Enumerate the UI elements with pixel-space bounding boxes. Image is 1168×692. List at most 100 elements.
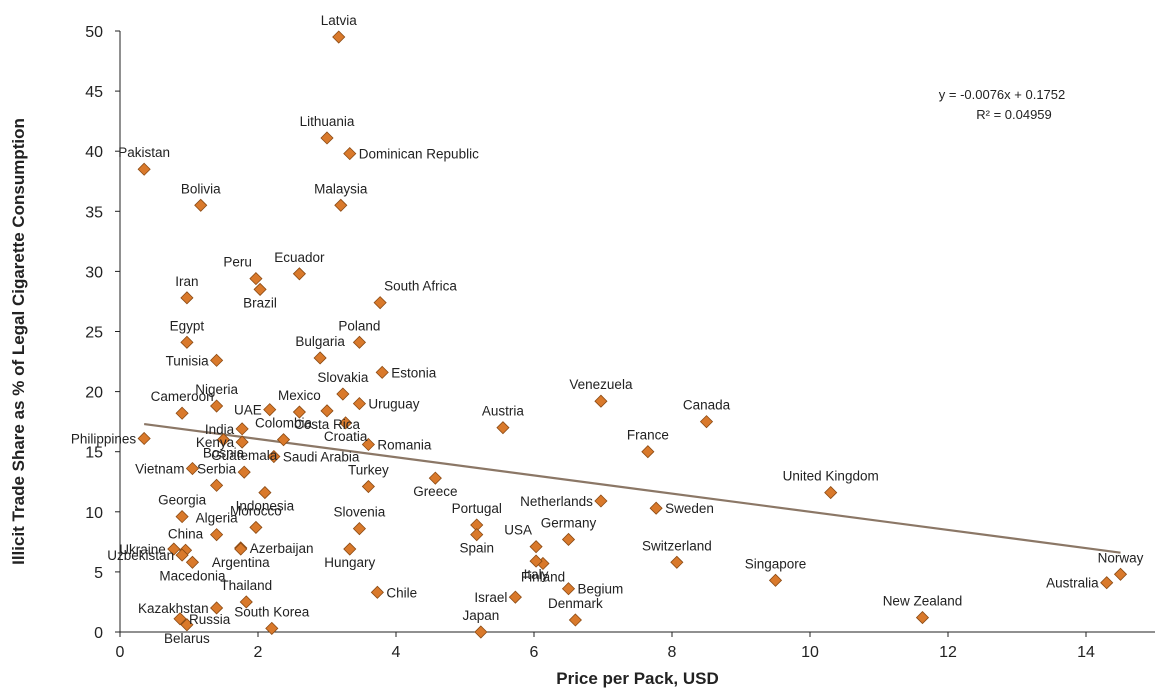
point-sweden	[649, 501, 663, 515]
label-kenya: Kenya	[196, 435, 235, 450]
axes: 0 5 10 15 20 25 30 35 40 45 50 0 2 4 6 8 10 12 14	[85, 24, 1155, 661]
point-chile	[370, 585, 384, 599]
point-poland	[352, 335, 366, 349]
label-vietnam: Vietnam	[135, 462, 184, 477]
label-chile: Chile	[386, 585, 417, 600]
point-argentina	[234, 542, 248, 556]
point-iran	[180, 291, 194, 305]
label-japan: Japan	[462, 608, 499, 623]
y-tick-label: 20	[85, 385, 103, 402]
label-kazakhstan: Kazakhstan	[138, 601, 209, 616]
point-morocco	[249, 520, 263, 534]
y-tick-label: 10	[85, 505, 103, 522]
point-kazakhstan	[210, 601, 224, 615]
point-india	[235, 422, 249, 436]
label-greece: Greece	[413, 484, 457, 499]
x-tick-label: 4	[392, 644, 401, 661]
point-germany	[561, 532, 576, 547]
point-brazil	[253, 282, 267, 296]
label-denmark: Denmark	[548, 596, 603, 611]
label-uzbekistan: Uzbekistan	[107, 548, 174, 563]
point-thailand	[239, 595, 253, 609]
point-norway	[1113, 567, 1128, 581]
point-latvia	[332, 30, 346, 44]
label-dominican-republic: Dominican Republic	[359, 147, 479, 162]
label-south-africa: South Africa	[384, 279, 457, 294]
label-philippines: Philippines	[71, 431, 137, 446]
x-tick-label: 6	[530, 644, 539, 661]
label-spain: Spain	[459, 541, 494, 556]
label-china: China	[168, 526, 204, 541]
label-south-korea: South Korea	[234, 604, 310, 619]
label-united-kingdom: United Kingdom	[783, 469, 879, 484]
label-australia: Australia	[1046, 576, 1099, 591]
label-netherlands: Netherlands	[520, 494, 593, 509]
point-south-korea	[265, 621, 279, 635]
point-pakistan	[137, 162, 151, 176]
label-begium: Begium	[578, 582, 624, 597]
point-croatia	[339, 416, 353, 430]
label-bolivia: Bolivia	[181, 181, 221, 196]
point-serbia	[210, 478, 224, 492]
y-tick-label: 40	[85, 144, 103, 161]
label-sweden: Sweden	[665, 501, 714, 516]
label-usa: USA	[504, 523, 532, 538]
point-south-africa	[373, 296, 387, 310]
label-tunisia: Tunisia	[166, 353, 210, 368]
points-layer	[137, 30, 1128, 639]
point-slovakia	[336, 387, 350, 401]
label-mexico: Mexico	[278, 388, 321, 403]
point-netherlands	[594, 494, 608, 508]
point-bolivia	[194, 198, 208, 212]
x-tick-label: 14	[1077, 644, 1095, 661]
point-uzbekistan	[175, 548, 189, 562]
label-austria: Austria	[482, 404, 525, 419]
point-austria	[496, 421, 510, 435]
label-malaysia: Malaysia	[314, 181, 368, 196]
label-macedonia: Macedonia	[159, 568, 226, 583]
label-new-zealand: New Zealand	[883, 594, 963, 609]
point-romania	[361, 437, 375, 452]
point-colombia	[276, 433, 291, 447]
label-bosnia: Bosnia	[203, 446, 245, 461]
label-venezuela: Venezuela	[569, 377, 633, 392]
x-tick-label: 12	[939, 644, 957, 661]
point-new-zealand	[915, 611, 930, 625]
label-poland: Poland	[338, 318, 380, 333]
label-brazil: Brazil	[243, 295, 277, 310]
label-pakistan: Pakistan	[118, 145, 170, 160]
point-philippines	[137, 431, 151, 446]
label-hungary: Hungary	[324, 555, 375, 570]
x-tick-label: 8	[668, 644, 677, 661]
point-belarus	[180, 618, 194, 632]
point-russia	[173, 612, 187, 626]
label-indonesia: Indonesia	[236, 499, 295, 514]
point-australia	[1100, 576, 1114, 590]
label-israel: Israel	[474, 590, 507, 605]
label-india: India	[205, 422, 235, 437]
label-canada: Canada	[683, 398, 731, 413]
point-indonesia	[258, 486, 272, 500]
x-tick-label: 0	[116, 644, 125, 661]
label-algeria: Algeria	[196, 511, 239, 526]
point-hungary	[343, 542, 357, 556]
y-tick-label: 5	[94, 565, 103, 582]
label-argentina: Argentina	[212, 555, 270, 570]
label-morocco: Morocco	[230, 503, 282, 518]
point-turkey	[361, 479, 375, 494]
trendline	[144, 422, 1121, 554]
x-axis-title: Price per Pack, USD	[556, 669, 719, 688]
label-uae: UAE	[234, 403, 262, 418]
y-tick-label: 30	[85, 264, 103, 281]
point-italy	[529, 554, 543, 568]
point-ecuador	[292, 267, 306, 281]
label-romania: Romania	[377, 437, 432, 452]
point-costa-rica	[320, 404, 334, 418]
label-russia: Russia	[189, 612, 231, 627]
point-dominican-republic	[343, 147, 357, 161]
y-axis-title: Illicit Trade Share as % of Legal Cigare…	[9, 118, 28, 565]
point-venezuela	[594, 394, 608, 408]
label-saudi-arabia: Saudi Arabia	[283, 450, 360, 465]
point-georgia	[175, 510, 189, 524]
point-bulgaria	[313, 351, 327, 365]
